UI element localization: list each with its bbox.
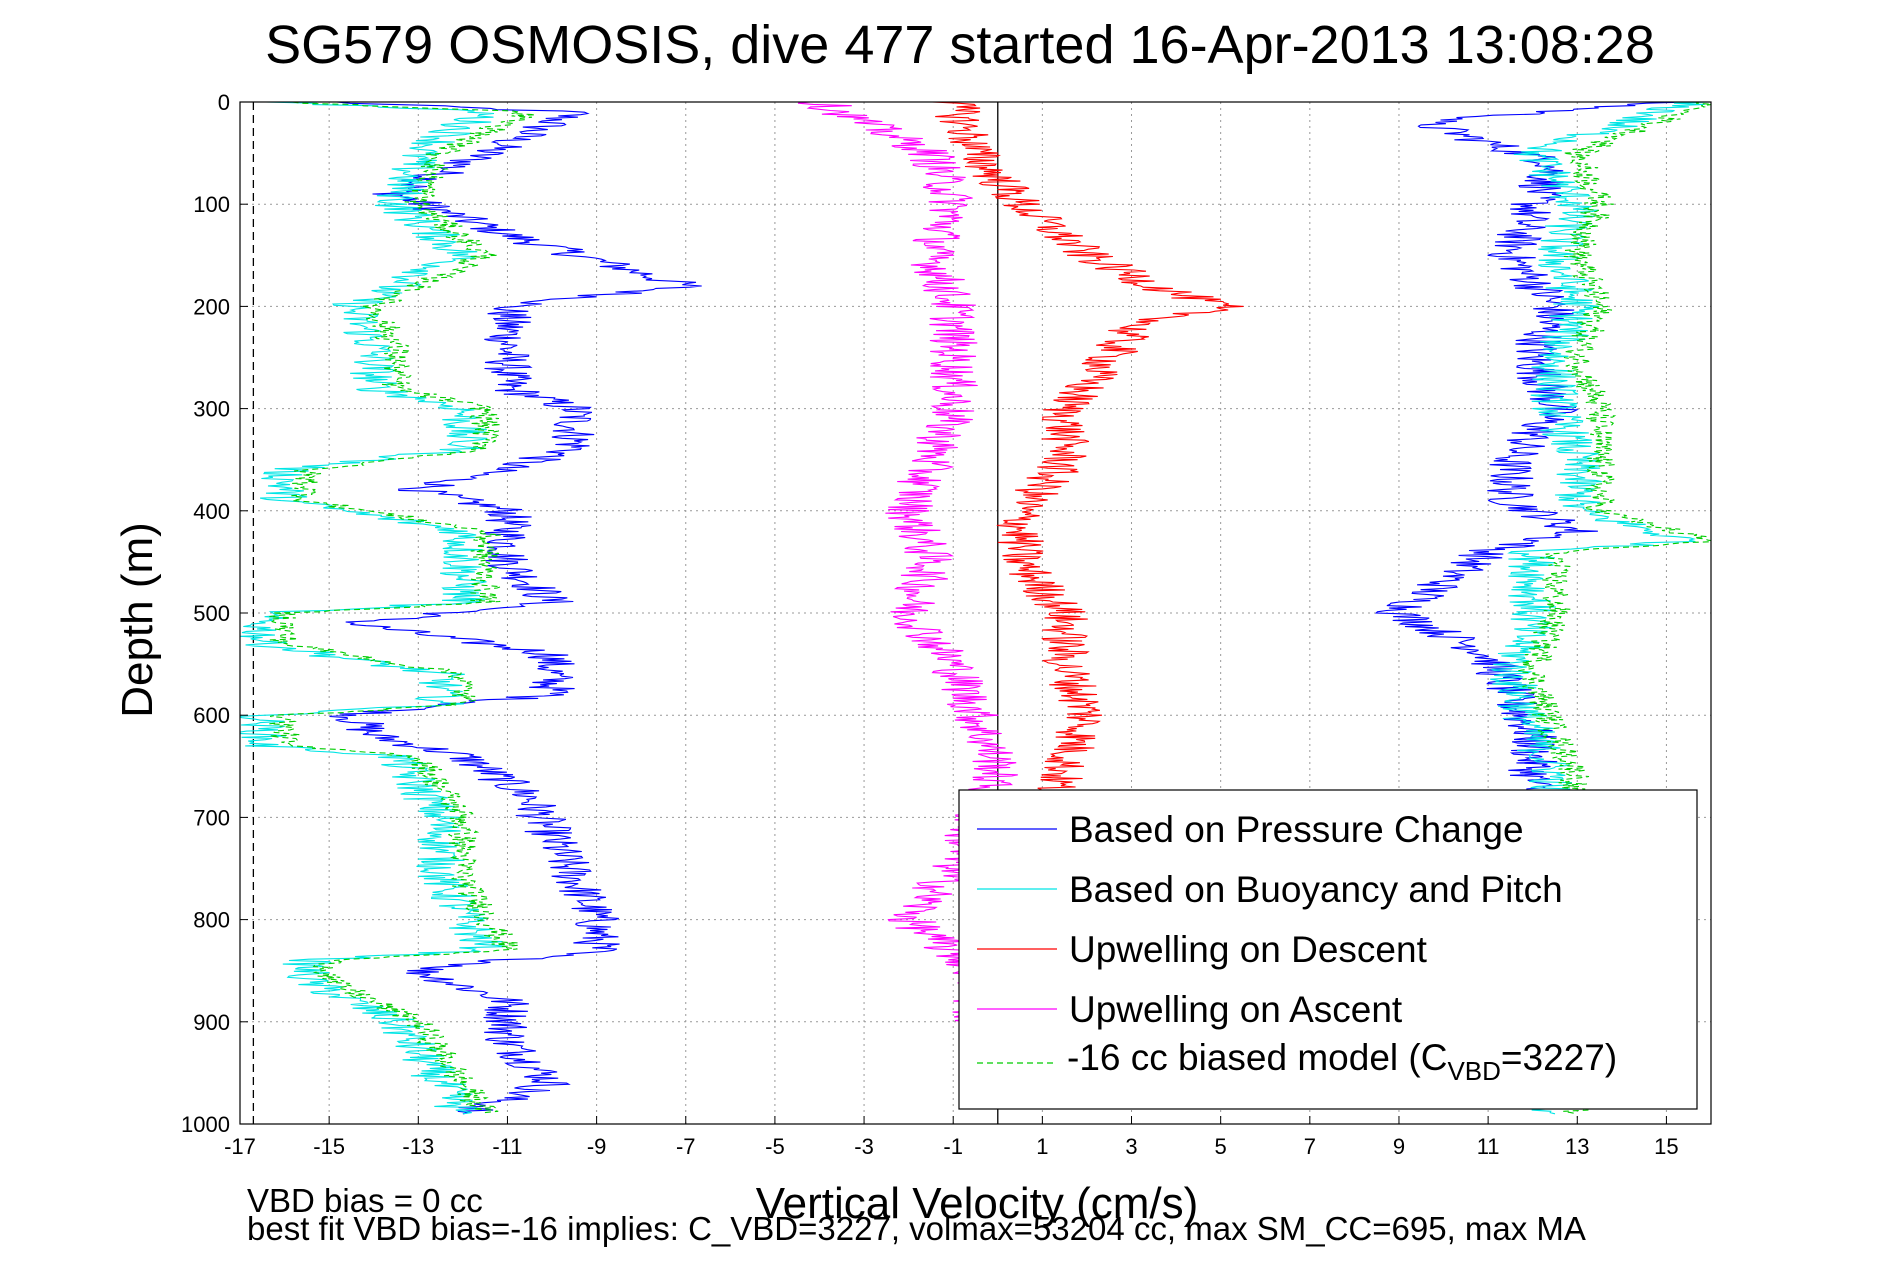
x-tick-label: 15 xyxy=(1654,1134,1678,1159)
y-tick-label: 1000 xyxy=(181,1112,230,1137)
best-fit-note: best fit VBD bias=-16 implies: C_VBD=322… xyxy=(247,1210,1586,1247)
x-tick-label: -1 xyxy=(943,1134,963,1159)
y-tick-label: 0 xyxy=(218,90,230,115)
series-line xyxy=(329,102,702,1115)
y-tick-label: 600 xyxy=(193,703,230,728)
legend-label: Based on Pressure Change xyxy=(1069,809,1524,850)
x-tick-label: 5 xyxy=(1215,1134,1227,1159)
x-tick-label: -11 xyxy=(492,1134,522,1159)
x-tick-label: 13 xyxy=(1565,1134,1589,1159)
series-line xyxy=(932,102,1244,818)
x-axis: -17 -15 -13 -11 -9 -7 -5 -3 -1 1 3 5 7 9 11 13 15 xyxy=(224,1116,1679,1159)
y-tick-label: 900 xyxy=(193,1010,230,1035)
y-axis: 0 100 200 300 400 500 600 700 800 900 1000 xyxy=(181,90,248,1137)
y-tick-label: 500 xyxy=(193,601,230,626)
vbd-bias-note: VBD bias = 0 cc xyxy=(247,1182,483,1219)
x-tick-label: -7 xyxy=(676,1134,696,1159)
x-tick-label: -17 xyxy=(224,1134,256,1159)
series-line xyxy=(797,102,1018,1023)
x-tick-label: -5 xyxy=(765,1134,785,1159)
y-tick-label: 700 xyxy=(193,805,230,830)
legend-label-model: -16 cc biased model (CVBD=3227) xyxy=(1067,1037,1617,1086)
x-tick-label: 1 xyxy=(1036,1134,1048,1159)
series-2 xyxy=(932,102,1244,818)
y-tick-label: 100 xyxy=(193,192,230,217)
legend-label: Upwelling on Descent xyxy=(1069,929,1428,970)
x-tick-label: -3 xyxy=(854,1134,874,1159)
legend-label: Upwelling on Ascent xyxy=(1069,989,1403,1030)
y-tick-label: 300 xyxy=(193,397,230,422)
y-tick-label: 800 xyxy=(193,908,230,933)
legend-label: Based on Buoyancy and Pitch xyxy=(1069,869,1563,910)
x-tick-label: -15 xyxy=(313,1134,345,1159)
series-3 xyxy=(797,102,1018,1023)
x-tick-label: 11 xyxy=(1477,1134,1500,1159)
chart-title: SG579 OSMOSIS, dive 477 started 16-Apr-2… xyxy=(265,15,1655,75)
x-tick-label: 9 xyxy=(1393,1134,1405,1159)
x-tick-label: 7 xyxy=(1304,1134,1316,1159)
x-tick-label: 3 xyxy=(1125,1134,1137,1159)
series-line xyxy=(240,102,507,1115)
x-tick-label: -13 xyxy=(402,1134,434,1159)
x-tick-label: -9 xyxy=(587,1134,607,1159)
series-line xyxy=(269,102,536,1115)
legend: Based on Pressure Change Based on Buoyanc… xyxy=(958,789,1698,1110)
y-tick-label: 400 xyxy=(193,499,230,524)
legend-box xyxy=(958,789,1698,1110)
y-axis-label: Depth (m) xyxy=(113,522,162,718)
x-axis-label: Vertical Velocity (cm/s) xyxy=(756,1179,1199,1228)
y-tick-label: 200 xyxy=(193,294,230,319)
